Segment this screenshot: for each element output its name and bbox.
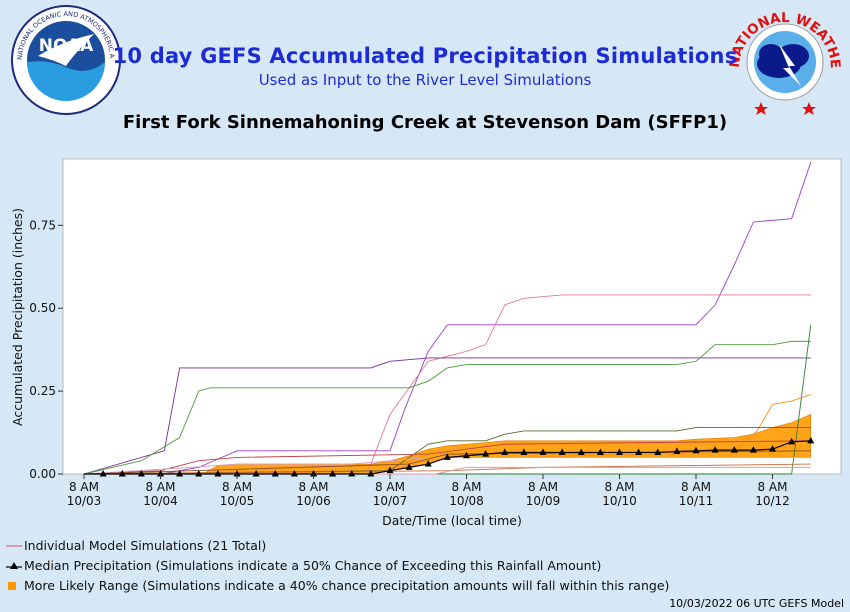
- median-marker: [807, 436, 815, 444]
- nws-logo: NATIONAL WEATHER SERVICE: [727, 6, 843, 115]
- x-tick-label-time: 8 AM: [375, 480, 405, 494]
- model-run-footer: 10/03/2022 06 UTC GEFS Model: [669, 597, 844, 610]
- median-marker: [214, 470, 222, 477]
- median-marker: [558, 448, 566, 455]
- x-tick-label-date: 10/06: [296, 494, 331, 508]
- median-marker: [463, 451, 470, 459]
- legend-item-median: Median Precipitation (Simulations indica…: [6, 558, 601, 573]
- x-tick-label-time: 8 AM: [604, 480, 634, 494]
- median-marker: [329, 470, 337, 477]
- median-marker: [405, 463, 413, 470]
- median-marker: [386, 466, 394, 474]
- median-marker: [596, 448, 604, 455]
- median-marker: [539, 448, 547, 455]
- median-marker: [769, 445, 776, 452]
- x-tick-label-date: 10/04: [143, 494, 178, 508]
- simulation-line-2: [84, 294, 811, 475]
- median-marker: [176, 470, 184, 477]
- y-tick-label: 0.25: [29, 384, 56, 398]
- legend-label-median: Median Precipitation (Simulations indica…: [24, 558, 602, 573]
- x-tick-label-date: 10/03: [67, 494, 102, 508]
- median-marker: [233, 470, 241, 477]
- median-marker: [730, 446, 738, 453]
- median-marker: [788, 437, 796, 445]
- median-marker: [482, 450, 490, 457]
- median-marker: [577, 448, 585, 455]
- median-marker: [520, 448, 528, 455]
- y-tick-label: 0.00: [29, 467, 56, 481]
- median-marker: [310, 470, 317, 477]
- x-tick-label-date: 10/07: [373, 494, 408, 508]
- median-marker: [157, 470, 164, 477]
- noaa-logo-text: NOAA: [39, 36, 94, 56]
- legend-item-individual: Individual Model Simulations (21 Total): [6, 538, 266, 553]
- simulation-line-7: [83, 427, 811, 475]
- legend-swatch-individual: [6, 544, 22, 547]
- simulation-line-3: [83, 357, 811, 475]
- chart-subtitle: Used as Input to the River Level Simulat…: [258, 71, 592, 89]
- legend-label-range: More Likely Range (Simulations indicate …: [24, 578, 670, 593]
- x-tick-label-time: 8 AM: [528, 480, 558, 494]
- x-tick-label-date: 10/09: [526, 494, 561, 508]
- median-marker: [616, 448, 623, 455]
- median-marker: [118, 470, 126, 477]
- noaa-logo: NOAA NATIONAL OCEANIC AND ATMOSPHERIC AD…: [8, 4, 121, 115]
- legend-swatch-range: [8, 581, 16, 590]
- legend-swatch-median: [6, 561, 22, 569]
- legend-label-individual: Individual Model Simulations (21 Total): [24, 538, 267, 553]
- plot-background: [62, 158, 842, 475]
- simulation-line-4: [83, 340, 811, 475]
- x-tick-label-time: 8 AM: [222, 480, 252, 494]
- median-marker: [290, 470, 298, 477]
- x-axis-label: Date/Time (local time): [382, 513, 522, 528]
- y-tick-label: 0.75: [29, 218, 56, 232]
- x-tick-label-date: 10/05: [220, 494, 255, 508]
- median-marker: [137, 470, 145, 477]
- simulation-line-11: [83, 463, 811, 475]
- median-marker: [99, 470, 107, 477]
- median-marker: [367, 470, 375, 477]
- x-tick-label-date: 10/10: [602, 494, 637, 508]
- median-marker: [252, 470, 260, 477]
- median-marker: [501, 448, 509, 455]
- simulation-line-9: [83, 456, 811, 475]
- median-marker: [749, 446, 757, 453]
- median-marker: [673, 447, 681, 454]
- x-tick-label-date: 10/12: [755, 494, 790, 508]
- median-marker: [635, 448, 643, 455]
- chart-title: 10 day GEFS Accumulated Precipitation Si…: [112, 44, 738, 68]
- x-tick-label-time: 8 AM: [451, 480, 481, 494]
- x-tick-label-time: 8 AM: [757, 480, 787, 494]
- y-tick-label: 0.50: [29, 301, 56, 315]
- median-marker: [424, 460, 432, 467]
- median-marker: [195, 470, 203, 477]
- x-tick-label-time: 8 AM: [145, 480, 175, 494]
- x-tick-label-date: 10/08: [449, 494, 484, 508]
- station-name: First Fork Sinnemahoning Creek at Steven…: [122, 112, 728, 133]
- x-tick-label-date: 10/11: [679, 494, 714, 508]
- median-marker: [348, 470, 356, 477]
- x-tick-label-time: 8 AM: [681, 480, 711, 494]
- legend-item-range: More Likely Range (Simulations indicate …: [6, 578, 669, 593]
- simulation-line-1: [84, 162, 812, 475]
- median-marker: [443, 453, 451, 460]
- x-tick-label-time: 8 AM: [298, 480, 328, 494]
- median-marker: [654, 448, 662, 455]
- median-marker: [271, 470, 279, 477]
- median-marker: [692, 446, 700, 454]
- x-tick-label-time: 8 AM: [69, 480, 99, 494]
- y-axis-label: Accumulated Precipitation (inches): [10, 208, 25, 426]
- median-marker: [711, 446, 719, 453]
